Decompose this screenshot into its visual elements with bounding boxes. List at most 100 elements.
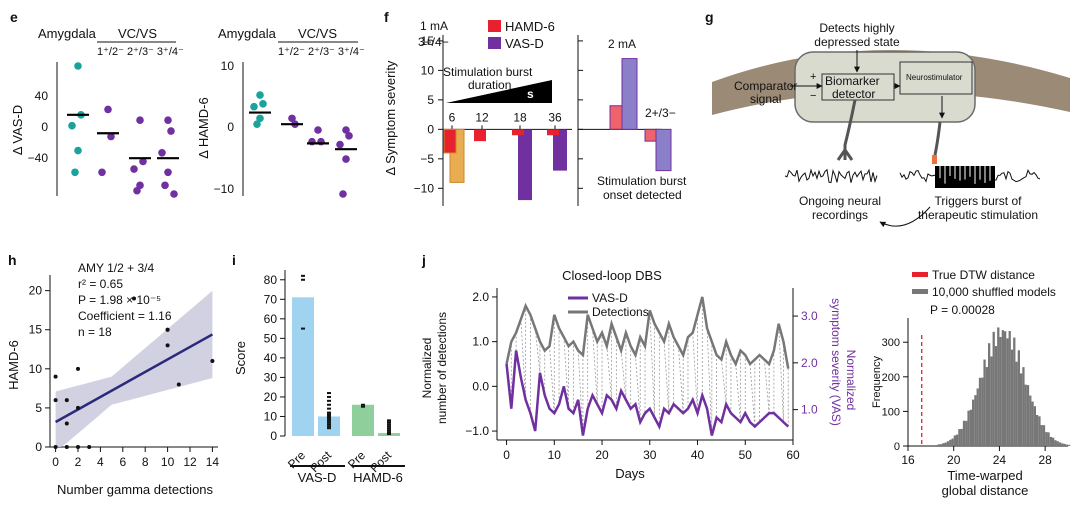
i-dot [327,395,331,398]
i-dot [327,423,331,426]
j-legend-shuffled-swatch [912,289,928,294]
j-dtw-link [706,328,713,436]
j-x-tick-label: 50 [739,448,753,462]
f-x-tick-label: 36 [548,110,562,124]
hist-bar [1049,436,1052,446]
i-dot [387,433,391,436]
f-grade-left: 3+/4− [418,35,449,49]
hist-y-tick-label: 300 [882,337,900,349]
hist-bar [978,377,982,446]
f-onset-1: Stimulation burst [597,174,687,188]
i-group-vas: VAS-D [298,470,337,485]
e-right-ylabel: Δ HAMD-6 [196,97,211,158]
e-left-vcvs-label: VC/VS [118,26,157,41]
panel-e-label: e [10,9,18,25]
hist-bar [1029,395,1032,446]
j-legend-true: True DTW distance [932,268,1035,282]
e-right-sublabels: 1⁺/2⁻ 2⁺/3⁻ 3⁺/4⁻ [278,46,365,58]
f-bar-vas [553,129,567,171]
i-group-hamd: HAMD-6 [353,470,403,485]
panel-i-label: i [232,252,236,268]
i-dot [327,417,331,420]
e-point [68,121,76,130]
i-dot [327,407,331,410]
h-y-tick-label: 20 [29,284,43,298]
g-biomarker-2: detector [832,87,875,101]
f-onset-2: onset detected [603,188,682,202]
i-dot [387,421,391,424]
hist-bar [1001,330,1004,446]
i-dot [387,431,391,434]
e-point [253,120,261,128]
h-stat-5: n = 18 [78,325,112,339]
f-ylabel: Δ Symptom severity [383,60,398,175]
h-point [165,343,170,348]
e-point [345,132,353,140]
g-recording-lead [843,99,857,160]
f-tick-label: 5 [427,93,434,107]
j-x-tick-label: 10 [548,448,562,462]
j-x-tick-label: 60 [786,448,800,462]
f-bar-hamd [474,129,486,142]
g-ongoing-1: Ongoing neural [799,194,881,208]
j-dtw-link [678,346,684,414]
h-x-tick-label: 14 [206,455,220,469]
hist-bar [999,336,1002,446]
e-point [256,114,264,123]
panel-h-label: h [8,252,17,268]
e-point [250,102,258,111]
hist-bar [935,445,938,446]
hist-bar [946,441,950,446]
hist-bar [997,327,1000,446]
hist-y-tick-label: 200 [882,372,900,384]
f-burst-label-2: duration [468,78,511,92]
j-legend-vas: VAS-D [592,291,628,305]
i-dot [327,421,331,424]
h-stat-4: Coefficient = 1.16 [78,309,172,323]
f-legend-vas-swatch [488,37,501,49]
h-x-tick-label: 6 [119,455,126,469]
hist-bar [1054,440,1057,446]
hist-bar [1015,361,1018,446]
i-y-tick-label: 60 [264,312,278,326]
j-detections-line [505,296,790,369]
f-grade-right: 2+/3− [645,106,676,120]
hist-bar [1068,444,1071,446]
i-x-label: Pre [285,448,308,471]
e-point [164,116,172,125]
j-dtw-link [549,346,555,414]
h-ylabel: HAMD-6 [6,340,21,390]
hist-bar [1031,401,1034,446]
g-loop-arrow [879,206,931,228]
hist-bar [1020,373,1023,446]
g-burst-lines [939,166,991,184]
e-right-vcvs-label: VC/VS [298,26,337,41]
f-burst-unit: s [527,87,534,101]
e-point [336,140,344,149]
hist-bar [1056,441,1059,446]
f-onset-vas-bar-2 [655,128,672,172]
j-left-tick-label: 2.0 [472,290,489,304]
h-x-tick-label: 4 [97,455,104,469]
hist-y-tick-label: 100 [882,406,900,418]
panel-g-label: g [705,9,714,25]
e-left-sublabels: 1⁺/2⁻ 2⁺/3⁻ 3⁺/4⁻ [97,46,184,58]
hist-marks: 0 100 200 300 16 20 24 28 [882,327,1071,467]
i-dot [327,425,331,428]
f-bar-hamd [512,129,524,136]
f-x-tick-label: 12 [475,110,489,124]
h-x-tick-label: 8 [142,455,149,469]
i-dot [327,392,331,395]
h-x-tick-label: 12 [183,455,197,469]
j-dtw-link [592,328,598,405]
hist-bar [988,343,991,446]
i-y-tick-label: 50 [264,331,278,345]
e-left-tick-40: 40 [35,89,49,103]
hist-bar [951,438,954,446]
i-dot [387,423,391,426]
j-dtw-link [663,341,670,414]
e-point [107,132,115,141]
e-point [130,165,138,173]
e-point [314,126,322,134]
